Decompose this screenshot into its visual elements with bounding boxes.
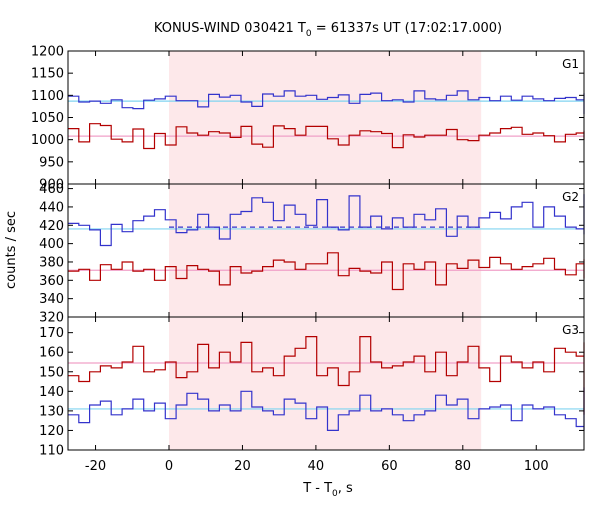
panel-g1-ytick-label: 1150 bbox=[31, 67, 64, 82]
xtick-label: 20 bbox=[234, 459, 251, 474]
y-axis-label: counts / sec bbox=[4, 211, 19, 289]
panel-g1-ytick-label: 1050 bbox=[31, 111, 64, 126]
panel-g3-frame bbox=[67, 316, 585, 451]
panel-g2-ytick-label: 340 bbox=[39, 292, 64, 307]
xtick-label: 0 bbox=[165, 459, 173, 474]
panel-g3-highlight-band bbox=[168, 317, 482, 450]
panel-g2-ytick-label: 380 bbox=[39, 255, 64, 270]
title-subscript: 0 bbox=[306, 29, 312, 39]
chart-title: KONUS-WIND 030421 T0 = 61337s UT (17:02:… bbox=[154, 21, 502, 39]
title-rest: = 61337s UT (17:02:17.000) bbox=[312, 21, 502, 36]
panel-g2-ytick-label: 400 bbox=[39, 237, 64, 252]
panel-g1-ytick-label: 1000 bbox=[31, 133, 64, 148]
panel-g1-label: G1 bbox=[562, 57, 579, 71]
panel-g3-ytick-label: 130 bbox=[39, 404, 64, 419]
panel-g3-ytick-label: 120 bbox=[39, 424, 64, 439]
panel-g2-ytick-label: 460 bbox=[39, 182, 64, 197]
panel-g2-ytick-label: 360 bbox=[39, 274, 64, 289]
panel-g2-ytick-label: 440 bbox=[39, 200, 64, 215]
panel-g3-ytick-label: 150 bbox=[39, 365, 64, 380]
xtick-label: 60 bbox=[381, 459, 398, 474]
xlabel-rest: , s bbox=[338, 481, 353, 496]
plot-layer: 90095010001050110011501200G1320340360380… bbox=[31, 45, 585, 474]
panel-g1-highlight-band bbox=[168, 51, 482, 184]
panel-g2-ytick-label: 320 bbox=[39, 311, 64, 326]
title-main: KONUS-WIND 030421 T bbox=[154, 21, 306, 36]
panel-g2-label: G2 bbox=[562, 190, 579, 204]
xtick-label: 40 bbox=[308, 459, 325, 474]
xtick-label: -20 bbox=[85, 459, 106, 474]
panel-g2-highlight-band bbox=[168, 184, 482, 317]
panel-g3-ytick-label: 110 bbox=[39, 444, 64, 459]
panel-g1-ytick-label: 1100 bbox=[31, 89, 64, 104]
xtick-label: 80 bbox=[455, 459, 472, 474]
panel-g1-ytick-label: 900 bbox=[39, 178, 64, 193]
panel-g3-ytick-label: 160 bbox=[39, 346, 64, 361]
xtick-label: 100 bbox=[524, 459, 549, 474]
xlabel-subscript: 0 bbox=[332, 489, 338, 499]
panel-g3-ytick-label: 170 bbox=[39, 326, 64, 341]
panel-g3-ytick-label: 140 bbox=[39, 385, 64, 400]
xlabel-main: T - T bbox=[302, 481, 332, 496]
x-axis-label: T - T0, s bbox=[302, 481, 353, 499]
panel-g1-ytick-label: 1200 bbox=[31, 45, 64, 60]
panel-g2-ytick-label: 420 bbox=[39, 219, 64, 234]
panel-g1-ytick-label: 950 bbox=[39, 155, 64, 170]
panel-g3-label: G3 bbox=[562, 323, 579, 337]
